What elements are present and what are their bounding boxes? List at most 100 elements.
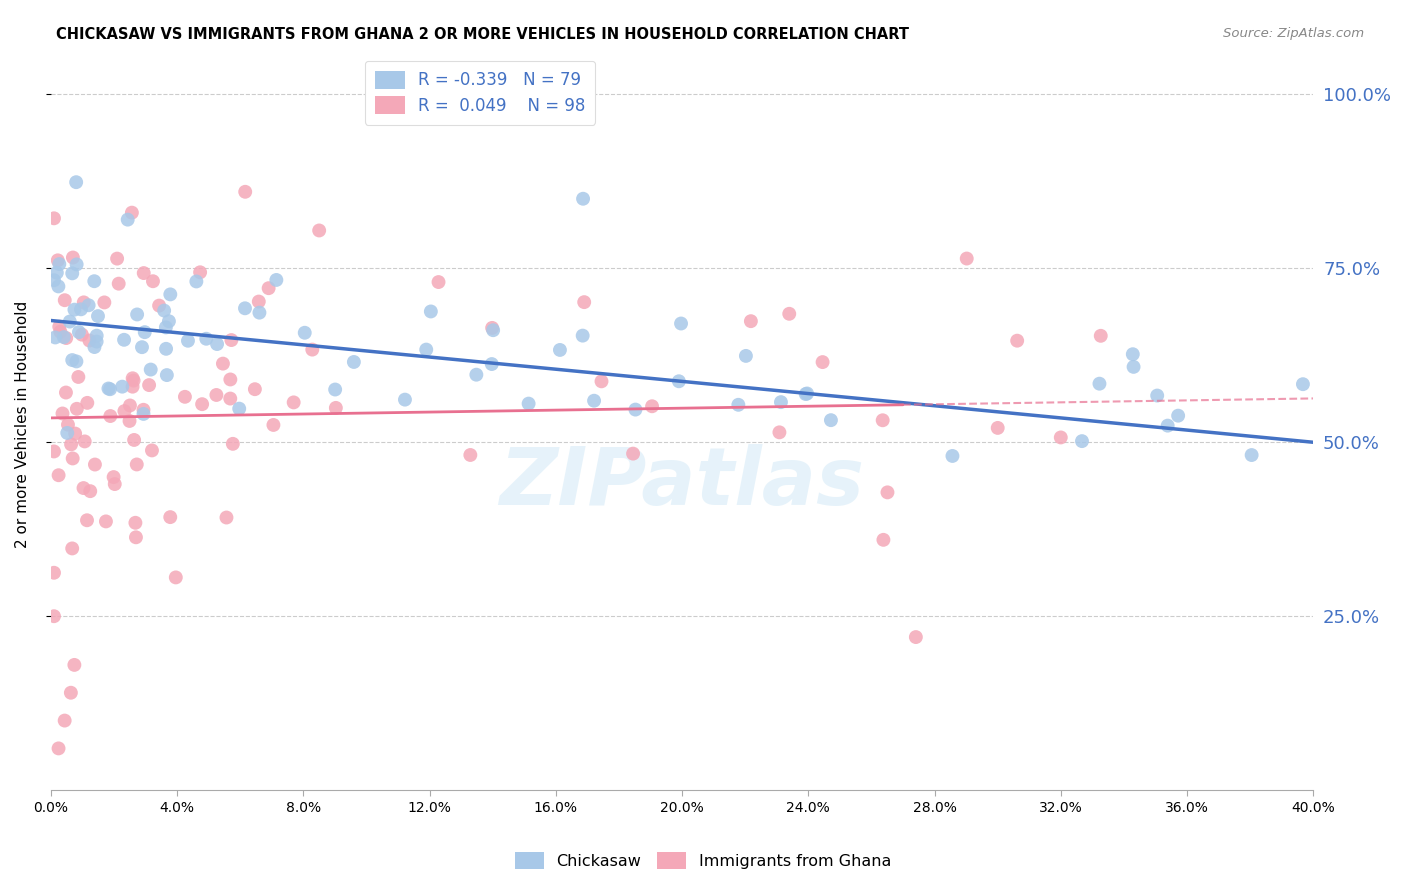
Point bbox=[221, 333, 243, 347]
Point bbox=[1146, 388, 1168, 402]
Point bbox=[63, 657, 86, 672]
Point bbox=[48, 257, 70, 271]
Point bbox=[56, 425, 79, 440]
Point bbox=[86, 328, 108, 343]
Point bbox=[122, 374, 145, 388]
Point bbox=[394, 392, 416, 407]
Point bbox=[42, 273, 65, 287]
Point bbox=[45, 266, 67, 280]
Point bbox=[121, 371, 143, 385]
Point bbox=[794, 387, 817, 401]
Point bbox=[186, 275, 208, 289]
Point bbox=[233, 301, 256, 316]
Point bbox=[67, 370, 90, 384]
Point bbox=[323, 383, 346, 397]
Point bbox=[1156, 418, 1178, 433]
Point bbox=[55, 385, 77, 400]
Point bbox=[811, 355, 834, 369]
Point bbox=[142, 274, 165, 288]
Point bbox=[97, 382, 120, 396]
Point bbox=[174, 390, 197, 404]
Point bbox=[517, 396, 540, 410]
Point bbox=[132, 407, 155, 421]
Point bbox=[257, 281, 280, 295]
Point bbox=[325, 401, 347, 415]
Point bbox=[121, 205, 143, 219]
Point bbox=[266, 273, 288, 287]
Point bbox=[820, 413, 842, 427]
Point bbox=[768, 425, 790, 440]
Point bbox=[233, 185, 256, 199]
Point bbox=[148, 299, 170, 313]
Point bbox=[177, 334, 200, 348]
Point bbox=[155, 320, 177, 334]
Point bbox=[941, 449, 963, 463]
Point bbox=[103, 470, 125, 484]
Point bbox=[1090, 328, 1112, 343]
Point bbox=[42, 211, 65, 226]
Point bbox=[60, 266, 83, 280]
Point bbox=[46, 253, 69, 268]
Point bbox=[62, 451, 84, 466]
Legend: Chickasaw, Immigrants from Ghana: Chickasaw, Immigrants from Ghana bbox=[509, 846, 897, 875]
Point bbox=[668, 374, 690, 388]
Point bbox=[301, 343, 323, 357]
Point bbox=[65, 354, 87, 368]
Point bbox=[131, 340, 153, 354]
Point bbox=[572, 192, 595, 206]
Point bbox=[70, 302, 93, 317]
Point bbox=[49, 325, 72, 339]
Point bbox=[294, 326, 316, 340]
Point bbox=[904, 630, 927, 644]
Point bbox=[1088, 376, 1111, 391]
Point bbox=[63, 426, 86, 441]
Point bbox=[73, 295, 96, 310]
Point bbox=[188, 265, 211, 279]
Point bbox=[86, 334, 108, 349]
Point bbox=[156, 368, 179, 383]
Point bbox=[111, 379, 134, 393]
Point bbox=[1167, 409, 1189, 423]
Point bbox=[63, 302, 86, 317]
Point bbox=[548, 343, 571, 357]
Point bbox=[112, 333, 135, 347]
Point bbox=[121, 379, 143, 393]
Point bbox=[215, 510, 238, 524]
Point bbox=[104, 477, 127, 491]
Point bbox=[94, 515, 117, 529]
Point bbox=[574, 295, 596, 310]
Point bbox=[205, 388, 228, 402]
Point bbox=[222, 437, 245, 451]
Point bbox=[66, 257, 89, 271]
Point bbox=[83, 274, 105, 288]
Point bbox=[243, 382, 266, 396]
Point bbox=[583, 393, 606, 408]
Point bbox=[624, 402, 647, 417]
Point bbox=[70, 327, 93, 342]
Point bbox=[1049, 430, 1071, 444]
Point bbox=[195, 332, 218, 346]
Point bbox=[1240, 448, 1263, 462]
Point bbox=[65, 175, 87, 189]
Point bbox=[308, 223, 330, 237]
Point bbox=[48, 279, 70, 293]
Point bbox=[138, 378, 160, 392]
Point bbox=[740, 314, 762, 328]
Point bbox=[1292, 377, 1315, 392]
Point bbox=[141, 443, 163, 458]
Point bbox=[1122, 347, 1144, 361]
Point bbox=[52, 330, 75, 344]
Point bbox=[212, 357, 235, 371]
Point bbox=[117, 212, 139, 227]
Point bbox=[105, 252, 128, 266]
Text: CHICKASAW VS IMMIGRANTS FROM GHANA 2 OR MORE VEHICLES IN HOUSEHOLD CORRELATION C: CHICKASAW VS IMMIGRANTS FROM GHANA 2 OR … bbox=[56, 27, 910, 42]
Point bbox=[77, 298, 100, 312]
Point bbox=[112, 404, 135, 418]
Point bbox=[44, 330, 66, 344]
Point bbox=[132, 266, 155, 280]
Point bbox=[42, 566, 65, 580]
Point bbox=[343, 355, 366, 369]
Point bbox=[56, 417, 79, 432]
Point bbox=[641, 399, 664, 413]
Legend: R = -0.339   N = 79, R =  0.049    N = 98: R = -0.339 N = 79, R = 0.049 N = 98 bbox=[364, 61, 595, 125]
